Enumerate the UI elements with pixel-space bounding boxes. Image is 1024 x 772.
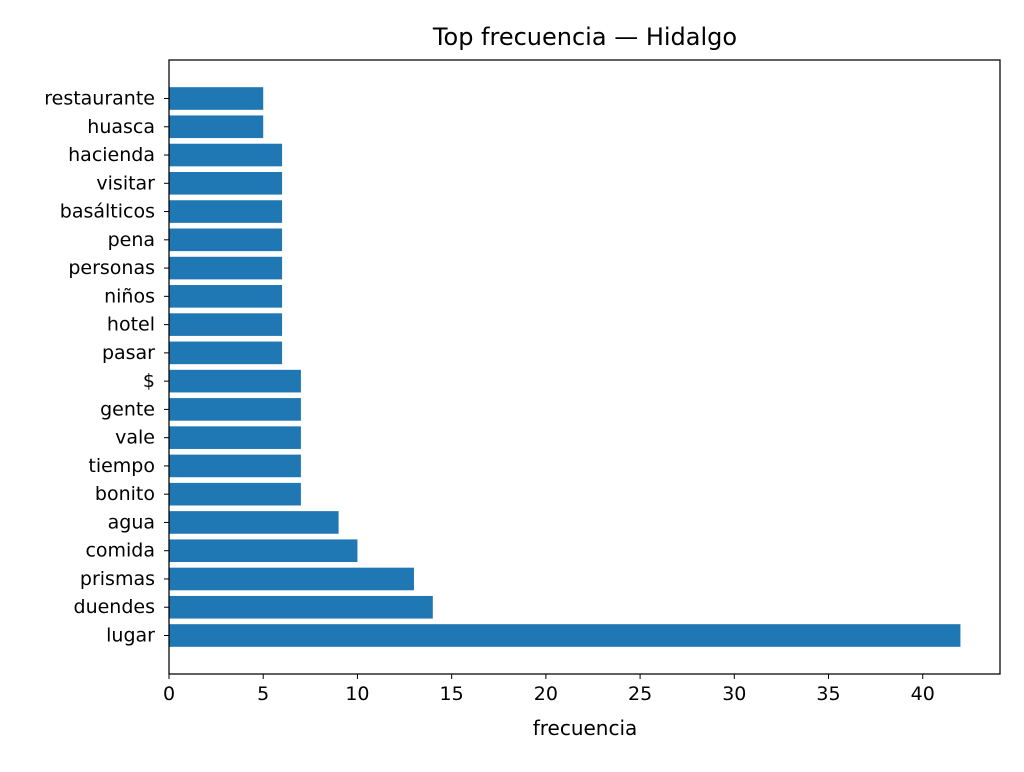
bar-15 <box>169 200 283 223</box>
plot-area-frame <box>168 59 1001 675</box>
x-axis-ticks: 0 5 10 15 20 25 30 35 40 <box>163 674 935 705</box>
x-tick-label: 5 <box>257 683 269 705</box>
y-tick-label: $ <box>143 370 155 392</box>
chart-title: Top frecuencia — Hidalgo <box>432 23 737 51</box>
bar-6 <box>169 454 301 478</box>
x-tick-label: 0 <box>163 683 175 705</box>
bar-9 <box>169 369 301 393</box>
y-tick-label: restaurante <box>44 88 155 110</box>
x-tick-label: 10 <box>345 683 369 705</box>
y-tick-label: prismas <box>80 568 155 590</box>
bar-13 <box>169 256 283 280</box>
y-tick-label: huasca <box>87 116 155 138</box>
y-tick-label: bonito <box>95 483 155 505</box>
y-tick-label: duendes <box>74 596 155 618</box>
x-tick-label: 40 <box>911 683 935 705</box>
y-tick-label: basálticos <box>60 201 155 223</box>
x-tick-label: 35 <box>816 683 840 705</box>
y-tick-label: lugar <box>106 625 155 647</box>
bar-10 <box>169 341 283 365</box>
bar-7 <box>169 426 301 449</box>
bar-14 <box>169 228 283 252</box>
x-tick-label: 15 <box>440 683 464 705</box>
bar-19 <box>169 87 264 110</box>
y-tick-label: hotel <box>107 314 155 336</box>
y-tick-label: visitar <box>96 172 155 194</box>
y-tick-label: comida <box>85 540 155 562</box>
x-axis-label: frecuencia <box>533 716 638 740</box>
bar-2 <box>169 567 414 591</box>
y-tick-label: pena <box>108 229 155 251</box>
bar-11 <box>169 313 283 336</box>
bar-5 <box>169 482 301 506</box>
y-tick-label: vale <box>115 427 155 449</box>
y-tick-label: agua <box>108 511 155 533</box>
y-tick-label: niños <box>104 285 155 307</box>
y-tick-label: gente <box>100 398 155 420</box>
x-tick-label: 30 <box>722 683 746 705</box>
y-tick-label: hacienda <box>68 144 155 166</box>
y-tick-label: pasar <box>102 342 155 364</box>
bars-layer <box>169 87 961 647</box>
x-tick-label: 20 <box>534 683 558 705</box>
y-axis-ticks: lugar duendes prismas comida agua bonito tiemp… <box>44 88 169 647</box>
x-tick-label: 25 <box>628 683 652 705</box>
y-tick-label: tiempo <box>88 455 155 477</box>
bar-16 <box>169 171 283 195</box>
bar-17 <box>169 143 283 167</box>
y-tick-label: personas <box>68 257 155 279</box>
bar-3 <box>169 539 358 563</box>
bar-8 <box>169 398 301 421</box>
bar-0 <box>169 624 961 647</box>
bar-1 <box>169 595 433 619</box>
bar-18 <box>169 115 264 139</box>
bar-12 <box>169 285 283 308</box>
bar-4 <box>169 511 339 534</box>
